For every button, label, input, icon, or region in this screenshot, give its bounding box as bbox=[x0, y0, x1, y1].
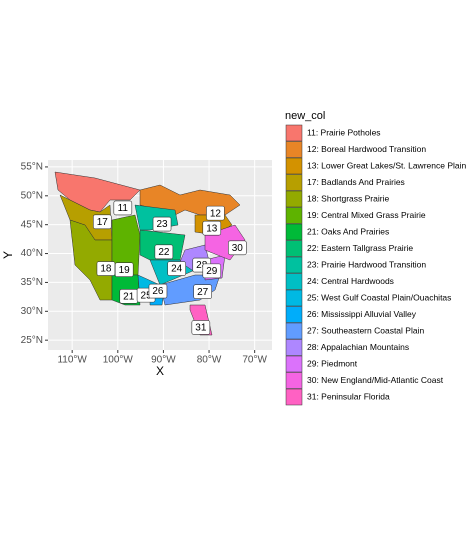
map-label: 27 bbox=[197, 287, 209, 298]
label-box bbox=[114, 262, 134, 278]
label-box bbox=[148, 283, 168, 299]
legend-key bbox=[285, 306, 303, 323]
region bbox=[54, 171, 141, 213]
label-box bbox=[154, 244, 174, 260]
y-tick-label: 30°N bbox=[21, 306, 43, 317]
legend-label: 22: Eastern Tallgrass Prairie bbox=[307, 243, 413, 253]
x-axis-title: X bbox=[156, 364, 164, 378]
legend-key bbox=[285, 339, 303, 356]
x-tick-label: 70°W bbox=[242, 355, 267, 366]
map-label: 22 bbox=[158, 247, 170, 258]
legend-label: 13: Lower Great Lakes/St. Lawrence Plain bbox=[307, 160, 466, 170]
y-axis-title: Y bbox=[1, 251, 15, 259]
map-label: 25 bbox=[141, 290, 153, 301]
legend-label: 21: Oaks And Prairies bbox=[307, 226, 389, 236]
legend-key bbox=[285, 141, 303, 158]
map-label: 28 bbox=[196, 260, 208, 271]
label-box bbox=[191, 320, 211, 335]
label-box bbox=[228, 240, 247, 256]
x-tick-label: 90°W bbox=[151, 355, 176, 366]
legend-label: 17: Badlands And Prairies bbox=[307, 177, 405, 187]
x-tick-label: 110°W bbox=[57, 355, 87, 366]
legend-key bbox=[285, 372, 303, 389]
map-label: 21 bbox=[123, 291, 135, 302]
label-box bbox=[113, 200, 133, 216]
y-tick-label: 45°N bbox=[21, 219, 43, 230]
legend-key bbox=[285, 256, 303, 274]
map-label: 18 bbox=[100, 264, 112, 275]
map-label: 19 bbox=[119, 265, 131, 276]
legend-key bbox=[285, 124, 303, 142]
legend-key bbox=[285, 273, 303, 290]
legend-label: 29: Piedmont bbox=[307, 358, 358, 368]
map-label: 17 bbox=[97, 217, 109, 228]
y-tick-label: 25°N bbox=[21, 335, 43, 346]
legend-key bbox=[285, 207, 303, 224]
legend-key bbox=[285, 223, 303, 241]
legend-label: 11: Prairie Potholes bbox=[307, 127, 381, 137]
label-box bbox=[167, 261, 186, 276]
legend-label: 19: Central Mixed Grass Prairie bbox=[307, 210, 426, 220]
label-box bbox=[202, 220, 222, 236]
y-tick-label: 40°N bbox=[21, 248, 43, 259]
map-label: 11 bbox=[118, 203, 129, 214]
legend: 11: Prairie Potholes 12: Boreal Hardwood … bbox=[285, 124, 466, 406]
legend-label: 23: Prairie Hardwood Transition bbox=[307, 259, 426, 269]
legend-label: 25: West Gulf Coastal Plain/Ouachitas bbox=[307, 292, 451, 302]
map-label: 23 bbox=[156, 219, 168, 230]
legend-label: 12: Boreal Hardwood Transition bbox=[307, 144, 426, 154]
x-tick-label: 100°W bbox=[103, 355, 134, 366]
map-label: 26 bbox=[152, 286, 164, 297]
map-label: 12 bbox=[210, 208, 222, 219]
map-label: 31 bbox=[195, 323, 207, 334]
y-tick-label: 35°N bbox=[21, 277, 43, 288]
legend-label: 18: Shortgrass Prairie bbox=[307, 193, 389, 203]
legend-title: new_col bbox=[285, 110, 325, 122]
legend-key bbox=[285, 355, 303, 373]
legend-key bbox=[285, 322, 303, 340]
legend-key bbox=[285, 174, 303, 191]
legend-key bbox=[285, 388, 303, 406]
map-label: 29 bbox=[206, 266, 218, 277]
legend-label: 27: Southeastern Coastal Plain bbox=[307, 325, 424, 335]
y-tick-label: 55°N bbox=[21, 162, 43, 173]
label-box bbox=[92, 214, 112, 230]
label-box bbox=[206, 205, 225, 221]
legend-label: 26: Mississippi Alluvial Valley bbox=[307, 309, 417, 319]
y-tick-label: 50°N bbox=[21, 190, 43, 201]
legend-label: 31: Peninsular Florida bbox=[307, 391, 390, 401]
map-label: 13 bbox=[206, 223, 218, 234]
label-box bbox=[152, 216, 172, 232]
legend-label: 30: New England/Mid-Atlantic Coast bbox=[307, 375, 444, 385]
legend-key bbox=[285, 190, 303, 208]
label-box bbox=[193, 284, 212, 299]
legend-key bbox=[285, 157, 303, 175]
map-label: 24 bbox=[171, 264, 183, 275]
map-label: 30 bbox=[232, 243, 244, 254]
legend-label: 24: Central Hardwoods bbox=[307, 276, 394, 286]
legend-key bbox=[285, 240, 303, 257]
x-tick-label: 80°W bbox=[197, 355, 222, 366]
legend-label: 28: Appalachian Mountains bbox=[307, 342, 409, 352]
legend-key bbox=[285, 289, 303, 307]
region bbox=[159, 274, 221, 306]
label-box bbox=[202, 263, 222, 279]
